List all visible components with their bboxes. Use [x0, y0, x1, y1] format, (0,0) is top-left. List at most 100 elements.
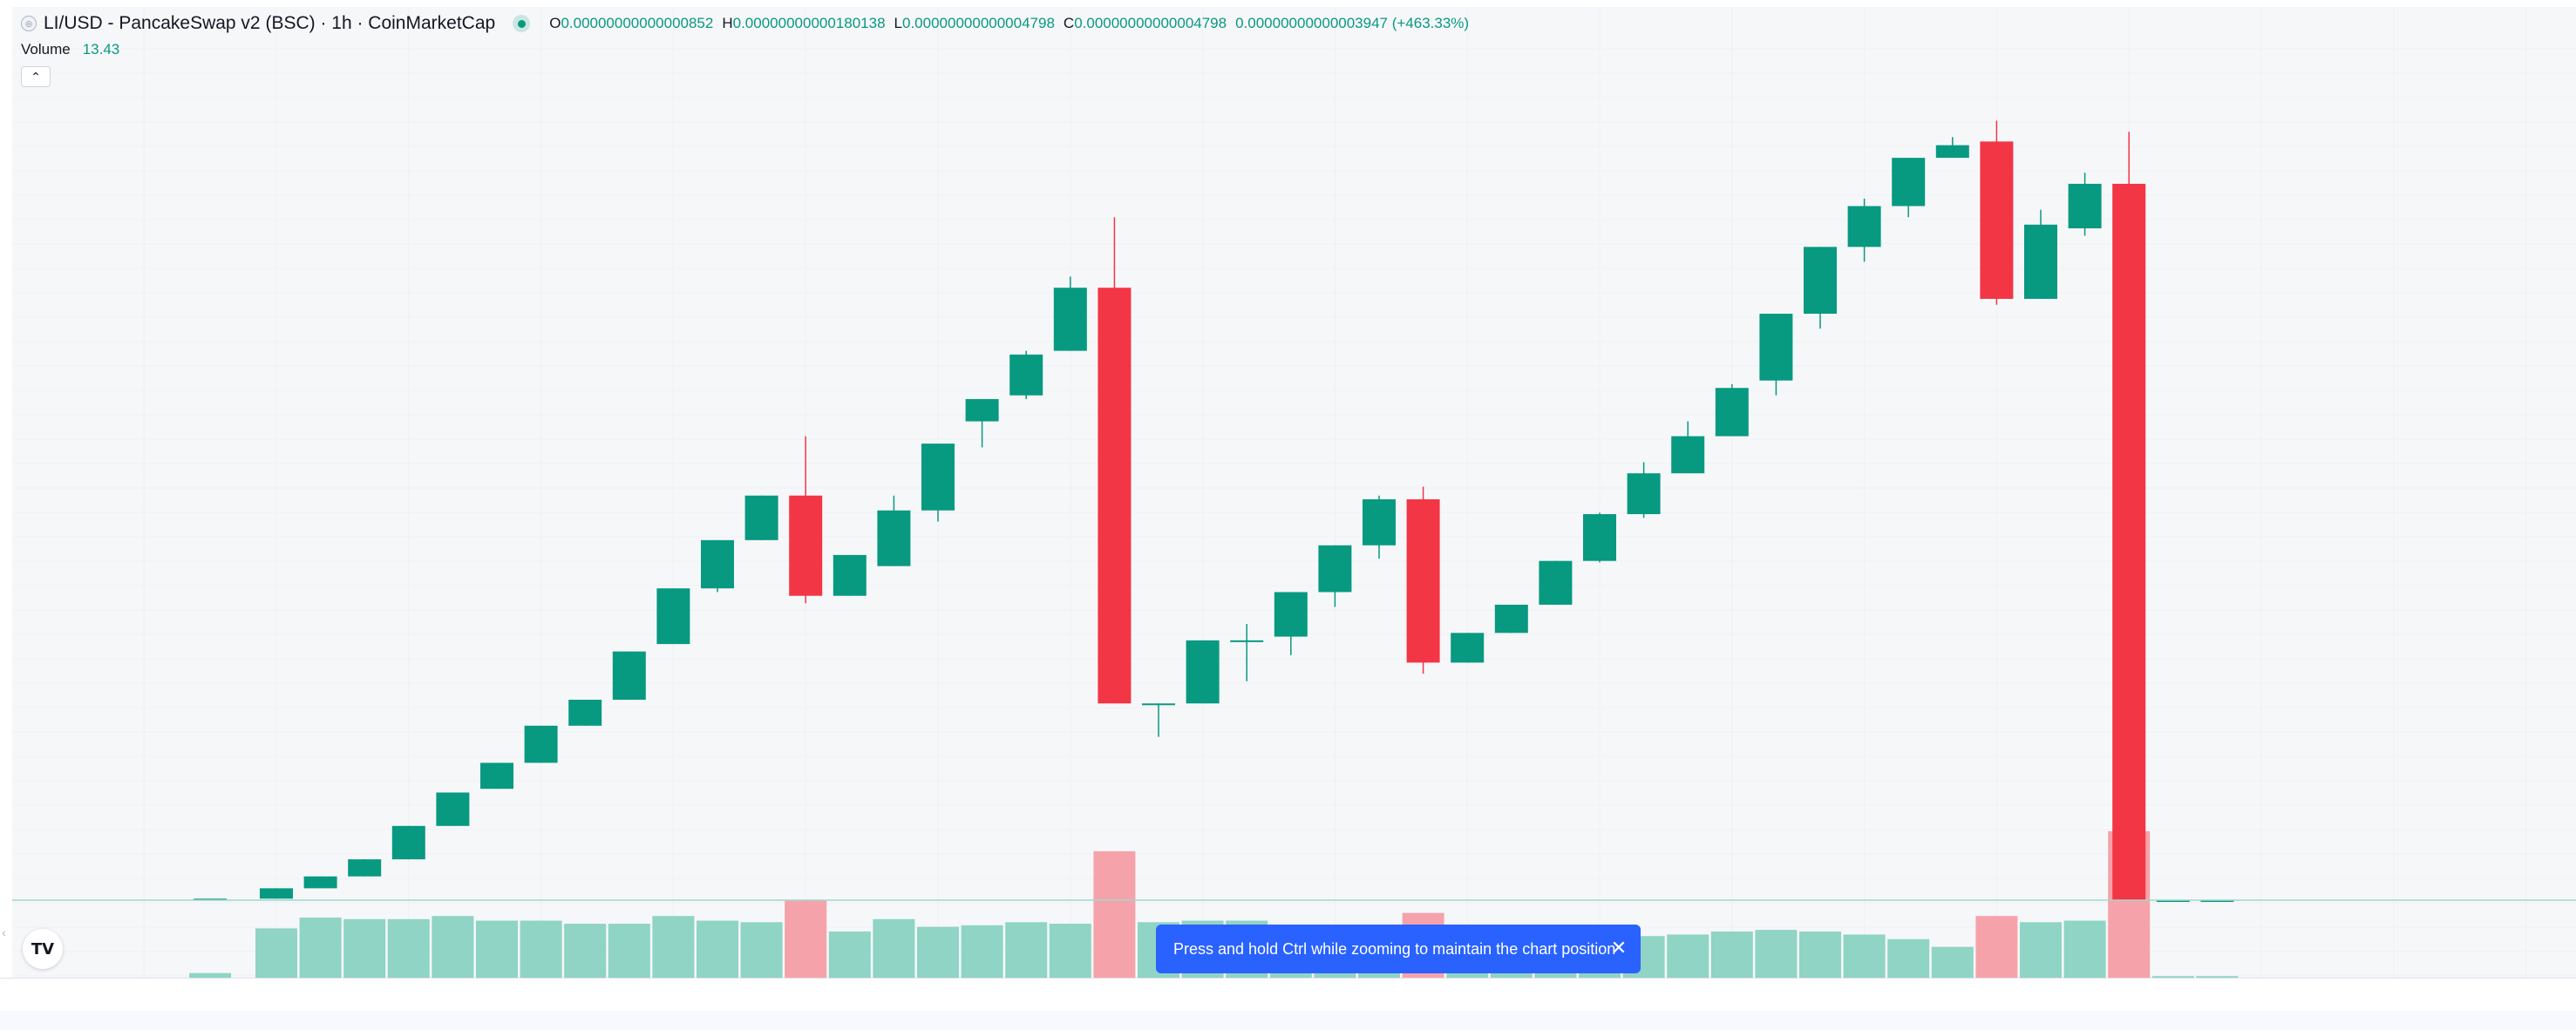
candle-down[interactable]	[1980, 141, 2014, 299]
candle-up[interactable]	[436, 792, 470, 826]
change-value: 0.00000000000003947 (+463.33%)	[1235, 15, 1470, 31]
volume-legend: Volume 13.43	[21, 40, 119, 59]
volume-bar	[697, 920, 738, 978]
candle-up[interactable]	[1759, 314, 1793, 381]
candle-up[interactable]	[1274, 592, 1308, 637]
candle-up[interactable]	[612, 651, 646, 700]
volume-bar	[873, 918, 915, 978]
candle-up[interactable]	[303, 876, 337, 889]
volume-bar	[785, 900, 827, 978]
volume-bar	[387, 918, 430, 978]
candle-up[interactable]	[1494, 604, 1528, 634]
candle-up[interactable]	[2068, 183, 2102, 229]
candle-up[interactable]	[1715, 388, 1749, 437]
volume-bar	[1755, 930, 1798, 978]
candle-up[interactable]	[2024, 224, 2057, 299]
volume-bar	[1667, 934, 1709, 978]
volume-bar	[740, 922, 783, 978]
candle-up[interactable]	[2156, 900, 2190, 902]
time-axis[interactable]	[0, 978, 2576, 1012]
high-value: 0.00000000000180138	[732, 15, 886, 31]
volume-bar	[476, 920, 518, 978]
candle-down[interactable]	[1406, 498, 1440, 663]
candle-up[interactable]	[833, 554, 867, 596]
candle-up[interactable]	[1892, 158, 1926, 207]
candle-up[interactable]	[1583, 514, 1616, 561]
volume-bar	[1710, 931, 1753, 978]
candle-up[interactable]	[1363, 498, 1396, 545]
high-label: H	[722, 15, 733, 31]
close-label: C	[1063, 15, 1075, 31]
volume-bar	[255, 928, 297, 978]
collapse-legend-button[interactable]: ⌃	[21, 66, 51, 87]
volume-value: 13.43	[82, 41, 120, 58]
close-value: 0.00000000000004798	[1074, 15, 1227, 31]
candle-up[interactable]	[568, 699, 602, 726]
candle-up[interactable]	[1318, 545, 1352, 593]
volume-bar	[1975, 916, 2018, 978]
volume-bar	[2063, 920, 2106, 978]
low-value: 0.00000000000004798	[902, 15, 1055, 31]
volume-bar	[828, 931, 871, 978]
candle-up[interactable]	[480, 762, 513, 789]
market-status-icon[interactable]	[513, 15, 531, 32]
candle-up[interactable]	[2200, 900, 2234, 902]
candle-up[interactable]	[744, 495, 778, 540]
volume-bar	[1799, 931, 1841, 978]
volume-bar	[1049, 924, 1091, 978]
volume-bar	[2151, 976, 2194, 978]
volume-bar	[917, 926, 959, 978]
volume-bar	[1931, 946, 1974, 978]
candle-up[interactable]	[921, 444, 955, 511]
low-label: L	[894, 15, 902, 31]
candle-up[interactable]	[1671, 436, 1705, 474]
candle-up[interactable]	[1935, 145, 1969, 159]
candle-up[interactable]	[1451, 633, 1485, 663]
candle-down[interactable]	[789, 495, 823, 596]
symbol-title[interactable]: LI/USD - PancakeSwap v2 (BSC) · 1h · Coi…	[44, 13, 496, 33]
candle-up[interactable]	[877, 510, 911, 566]
candles	[194, 120, 2234, 902]
candle-up[interactable]	[1627, 473, 1661, 515]
candle-down[interactable]	[2112, 183, 2146, 900]
volume-bar	[1887, 939, 1930, 978]
candle-up[interactable]	[965, 398, 999, 422]
candle-up[interactable]	[1186, 640, 1220, 704]
volume-bar	[961, 925, 1003, 978]
open-value: 0.00000000000000852	[561, 15, 714, 31]
candle-up[interactable]	[1230, 640, 1264, 642]
volume-bar	[608, 924, 650, 978]
volume-bar	[343, 918, 386, 978]
candle-up[interactable]	[348, 859, 382, 877]
candle-down[interactable]	[1098, 288, 1132, 704]
tradingview-logo-icon[interactable]: TV	[23, 929, 63, 969]
volume-bar	[1093, 850, 1136, 978]
candle-up[interactable]	[1539, 560, 1573, 605]
candle-up[interactable]	[1847, 206, 1881, 247]
candle-up[interactable]	[1804, 247, 1837, 315]
candle-up[interactable]	[1142, 703, 1175, 706]
volume-bar	[1843, 934, 1886, 978]
legend-header: ◎ LI/USD - PancakeSwap v2 (BSC) · 1h · C…	[21, 12, 1469, 35]
volume-bar	[189, 972, 232, 978]
ohlc-values: O 0.00000000000000852 H 0.0000000000018013…	[549, 15, 1469, 32]
open-label: O	[549, 15, 561, 31]
candle-up[interactable]	[1009, 354, 1043, 396]
candle-up[interactable]	[524, 725, 558, 763]
volume-bar	[1005, 922, 1048, 978]
candle-up[interactable]	[260, 888, 293, 899]
bottom-toolbar	[0, 1011, 2576, 1030]
candle-up[interactable]	[701, 539, 734, 589]
candle-up[interactable]	[1053, 288, 1087, 351]
volume-bar	[299, 917, 342, 978]
volume-label[interactable]: Volume	[21, 41, 71, 58]
close-icon[interactable]: ✕	[1610, 937, 1628, 959]
volume-bar	[2196, 976, 2239, 978]
candle-up[interactable]	[656, 588, 690, 645]
zoom-hint-toast: Press and hold Ctrl while zooming to mai…	[1156, 925, 1641, 973]
candle-up[interactable]	[391, 825, 425, 860]
chevron-up-icon: ⌃	[31, 70, 41, 84]
scroll-left-icon[interactable]: ‹	[2, 925, 6, 939]
